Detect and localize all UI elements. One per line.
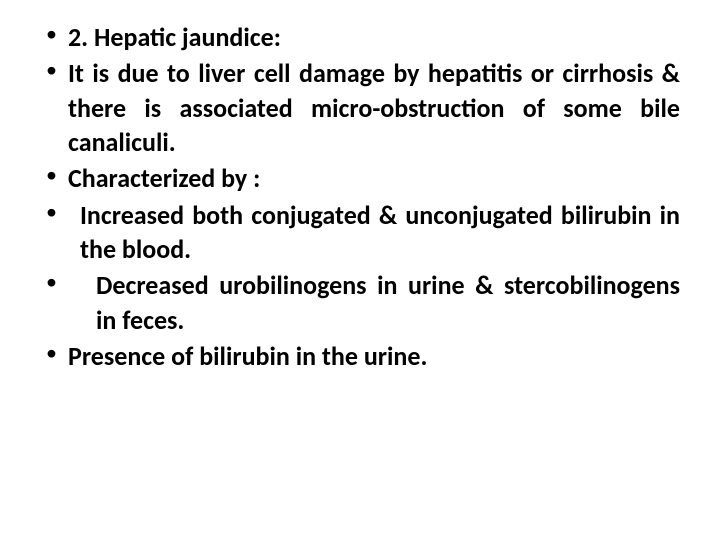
list-item: Characterized by : xyxy=(68,161,680,195)
bullet-text: Increased both conjugated & unconjugated… xyxy=(68,198,680,267)
slide-content: 2. Hepatic jaundice: It is due to liver … xyxy=(0,0,720,540)
bullet-text: Characterized by : xyxy=(68,161,680,195)
list-item: It is due to liver cell damage by hepati… xyxy=(68,56,680,159)
list-item: Increased both conjugated & unconjugated… xyxy=(68,198,680,267)
bullet-list: 2. Hepatic jaundice: It is due to liver … xyxy=(40,20,680,373)
bullet-text: 2. Hepatic jaundice: xyxy=(68,20,680,54)
bullet-text: Presence of bilirubin in the urine. xyxy=(68,339,680,373)
bullet-text: Decreased urobilinogens in urine & sterc… xyxy=(68,268,680,337)
list-item: Decreased urobilinogens in urine & sterc… xyxy=(68,268,680,337)
list-item: Presence of bilirubin in the urine. xyxy=(68,339,680,373)
list-item: 2. Hepatic jaundice: xyxy=(68,20,680,54)
bullet-text: It is due to liver cell damage by hepati… xyxy=(68,56,680,159)
